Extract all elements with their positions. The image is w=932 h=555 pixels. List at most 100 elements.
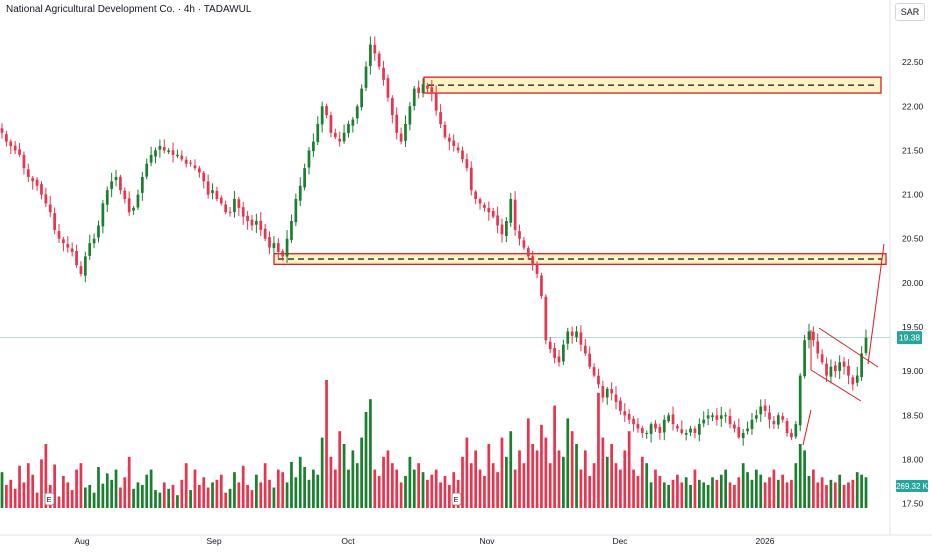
projection-line xyxy=(867,243,885,365)
volume-bar xyxy=(465,437,469,508)
candle-body xyxy=(298,185,302,201)
volume-bar xyxy=(741,463,745,508)
volume-bar xyxy=(500,437,504,508)
candle-body xyxy=(645,432,649,434)
volume-bar xyxy=(412,469,416,508)
candle-body xyxy=(820,354,824,363)
candle-body xyxy=(88,243,92,256)
volume-bar xyxy=(461,456,464,508)
volume-bar xyxy=(294,477,298,508)
y-tick-label: 19.50 xyxy=(902,322,924,332)
earnings-marker-label: E xyxy=(453,495,458,504)
candle-body xyxy=(706,415,710,419)
candle-body xyxy=(276,243,280,252)
volume-bar xyxy=(193,469,197,508)
candle-body xyxy=(816,341,820,354)
volume-bar xyxy=(544,437,548,508)
volume-bar xyxy=(325,380,328,508)
volume-bar xyxy=(342,444,346,508)
candle-body xyxy=(325,106,328,116)
volume-bar xyxy=(671,479,675,508)
volume-bar xyxy=(241,465,245,508)
volume-bar xyxy=(535,450,539,508)
volume-bar xyxy=(145,474,149,508)
x-tick-label: Sep xyxy=(206,536,221,546)
volume-bar xyxy=(702,482,706,508)
candle-body xyxy=(623,411,627,416)
volume-bar xyxy=(53,464,56,508)
volume-bar xyxy=(421,472,425,508)
volume-bar xyxy=(79,463,83,508)
volume-bar xyxy=(812,469,815,508)
volume-bar xyxy=(355,463,359,508)
volume-bar xyxy=(680,482,684,508)
candle-body xyxy=(0,128,4,133)
volume-bar xyxy=(645,463,649,508)
flag-pole-line xyxy=(802,409,812,446)
volume-bar xyxy=(312,469,315,508)
volume-bar xyxy=(417,463,421,508)
volume-bar xyxy=(697,479,701,508)
volume-bar xyxy=(259,482,263,508)
candle-body xyxy=(597,375,600,385)
volume-bar xyxy=(864,477,868,508)
volume-bar xyxy=(443,476,447,508)
volume-bar xyxy=(662,482,666,508)
candle-body xyxy=(145,163,149,177)
candle-body xyxy=(382,67,385,80)
volume-bar xyxy=(162,482,166,508)
volume-bar xyxy=(180,479,184,508)
volume-bar xyxy=(785,482,789,508)
volume-bar xyxy=(447,484,451,508)
volume-bar xyxy=(794,463,798,508)
candle-body xyxy=(83,256,87,276)
volume-bar xyxy=(119,487,122,508)
volume-bar xyxy=(469,463,473,508)
candle-body xyxy=(864,337,868,353)
volume-bar xyxy=(829,479,833,508)
candle-body xyxy=(724,415,728,417)
volume-bar xyxy=(44,444,48,508)
volume-bar xyxy=(491,463,495,508)
y-tick-label: 20.00 xyxy=(902,278,924,288)
candle-body xyxy=(772,421,776,425)
volume-bar xyxy=(386,450,390,508)
candle-body xyxy=(62,239,65,244)
volume-bar xyxy=(110,479,114,508)
volume-bar xyxy=(496,472,499,508)
candle-body xyxy=(640,428,644,433)
volume-bar xyxy=(553,405,556,508)
volume-bar xyxy=(689,484,692,508)
y-tick-label: 18.50 xyxy=(902,410,924,420)
y-tick-label: 21.00 xyxy=(902,190,924,200)
candle-body xyxy=(329,115,333,133)
volume-bar xyxy=(706,484,710,508)
volume-bar xyxy=(250,490,254,508)
candle-body xyxy=(369,44,372,67)
candle-body xyxy=(294,198,298,223)
candle-body xyxy=(781,416,785,420)
candle-body xyxy=(268,237,271,248)
volume-bar xyxy=(351,450,355,508)
volume-label: 269.32 K xyxy=(896,482,929,491)
candle-body xyxy=(123,190,127,199)
candle-body xyxy=(768,412,771,420)
volume-bar xyxy=(759,474,763,508)
y-tick-label: 19.00 xyxy=(902,366,924,376)
volume-bar xyxy=(307,479,311,508)
volume-bar xyxy=(31,474,35,508)
volume-bar xyxy=(570,431,574,508)
candle-body xyxy=(114,176,118,181)
currency-button[interactable]: SAR xyxy=(895,3,925,21)
candle-body xyxy=(237,199,241,208)
volume-bar xyxy=(728,482,732,508)
volume-bar xyxy=(290,461,293,508)
volume-bar xyxy=(255,474,258,508)
volume-bar xyxy=(548,463,552,508)
y-tick-label: 18.00 xyxy=(902,454,924,464)
candle-body xyxy=(272,243,276,248)
candle-body xyxy=(684,432,688,435)
candle-body xyxy=(658,426,662,433)
x-tick-label: Dec xyxy=(612,536,628,546)
